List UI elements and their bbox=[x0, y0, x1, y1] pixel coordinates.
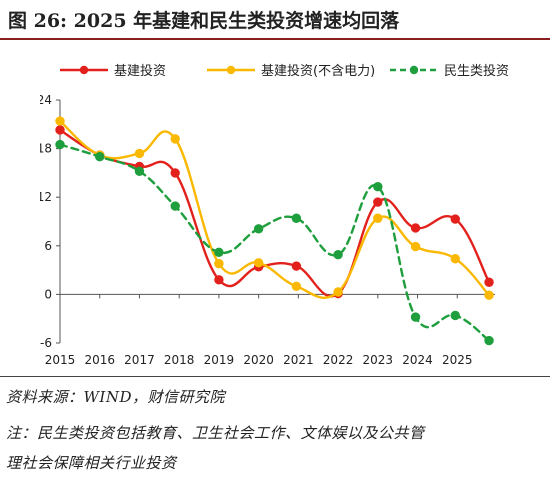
legend-item-3-marker bbox=[409, 65, 419, 75]
legend-item-1: 基建投资 bbox=[60, 63, 166, 79]
legend-item-2-marker bbox=[226, 65, 236, 75]
series-2-point bbox=[134, 148, 145, 159]
series-3-point bbox=[134, 166, 145, 176]
legend-item-2-label: 基建投资(不含电力) bbox=[261, 63, 375, 79]
x-tick-label: 2021 bbox=[283, 353, 314, 367]
series-3-point bbox=[170, 201, 180, 211]
legend-item-1-label: 基建投资 bbox=[114, 63, 166, 79]
title-underline bbox=[0, 38, 550, 40]
series-2-point bbox=[373, 213, 383, 223]
x-tick-label: 2025 bbox=[442, 353, 473, 367]
series-1-point bbox=[55, 125, 65, 135]
series-2-point bbox=[291, 281, 302, 292]
series-3-point bbox=[95, 152, 105, 162]
series-2-point bbox=[55, 116, 65, 126]
series-2-line bbox=[58, 119, 491, 299]
series-3-point bbox=[214, 247, 224, 257]
footnote-line-1: 注：民生类投资包括教育、卫生社会工作、文体娱以及公共管 bbox=[6, 424, 425, 442]
y-tick-label: 24 bbox=[40, 93, 52, 107]
series-2-point bbox=[410, 241, 421, 252]
series-1-point bbox=[373, 197, 383, 207]
x-tick-label: 2018 bbox=[164, 353, 195, 367]
series-1-point bbox=[410, 223, 421, 233]
x-tick-label: 2017 bbox=[124, 353, 155, 367]
series-3-point bbox=[450, 310, 460, 321]
chart-bottom-rule bbox=[0, 376, 550, 377]
figure-title: 图 26: 2025 年基建和民生类投资增速均回落 bbox=[8, 10, 400, 32]
series-1-point bbox=[291, 261, 302, 271]
x-tick-label: 2019 bbox=[204, 353, 235, 367]
series-2-point bbox=[170, 134, 180, 144]
y-tick-label: 12 bbox=[40, 190, 52, 204]
x-tick-label: 2020 bbox=[243, 353, 274, 367]
source-note: 资料来源：WIND，财信研究院 bbox=[6, 388, 225, 406]
x-tick-label: 2016 bbox=[84, 353, 115, 367]
series-3-line bbox=[58, 143, 491, 342]
line-chart: -6 0 6 12 18 24 2015 2016 2017 2018 2019 2020 2021 20… bbox=[40, 50, 510, 370]
y-tick-label: 6 bbox=[44, 239, 52, 253]
series-3-point bbox=[333, 250, 343, 260]
y-tick-label: 18 bbox=[40, 142, 52, 156]
series-2-point bbox=[333, 287, 343, 297]
legend-item-3: 民生类投资 bbox=[390, 63, 509, 79]
y-tick-label: -6 bbox=[40, 336, 52, 350]
series-2-point bbox=[450, 254, 460, 264]
footnote-line-2: 理社会保障相关行业投资 bbox=[6, 454, 177, 472]
legend-item-3-label: 民生类投资 bbox=[444, 63, 509, 79]
series-2-point bbox=[253, 258, 264, 268]
series-3-point bbox=[484, 335, 494, 346]
series-2-point bbox=[214, 258, 224, 269]
series-3-point bbox=[253, 224, 264, 234]
series-3-point bbox=[291, 213, 302, 223]
series-3-group bbox=[55, 139, 494, 346]
y-tick-label: 0 bbox=[44, 287, 52, 301]
legend-item-1-marker bbox=[79, 65, 89, 75]
x-tick-label: 2015 bbox=[45, 353, 76, 367]
x-tick-label: 2023 bbox=[363, 353, 394, 367]
series-3-point bbox=[55, 139, 65, 150]
series-2-group bbox=[55, 116, 494, 300]
series-1-point bbox=[214, 275, 224, 285]
x-tick-label: 2024 bbox=[402, 353, 433, 367]
legend-item-2: 基建投资(不含电力) bbox=[207, 63, 375, 79]
x-tick-label: 2022 bbox=[323, 353, 354, 367]
series-2-point bbox=[484, 290, 494, 300]
chart-svg: -6 0 6 12 18 24 2015 2016 2017 2018 2019 2020 2021 20… bbox=[40, 63, 509, 367]
series-3-point bbox=[373, 181, 383, 192]
series-3-point bbox=[410, 312, 421, 322]
series-1-point bbox=[484, 277, 494, 287]
series-1-point bbox=[450, 214, 460, 224]
series-1-point bbox=[170, 168, 180, 178]
